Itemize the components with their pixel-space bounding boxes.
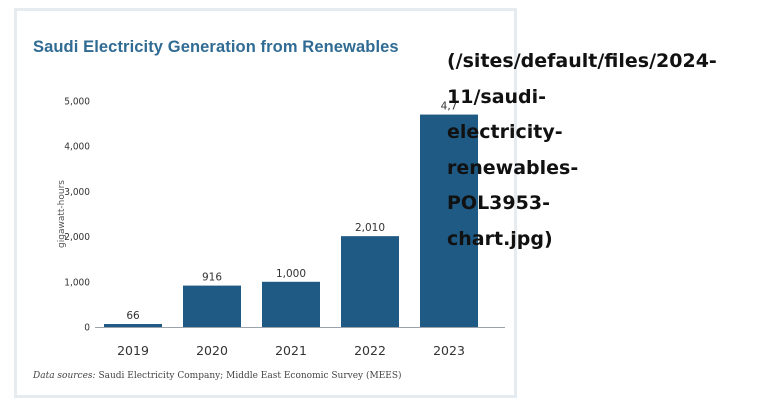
category-labels: 2019 2020 2021 2022 2023 <box>117 343 465 358</box>
data-labels: 66 916 1,000 2,010 4,7 <box>126 101 457 322</box>
data-source-label: Data sources: <box>33 371 96 381</box>
y-tick-label: 4,000 <box>64 142 90 153</box>
y-axis: 0 1,000 2,000 3,000 4,000 5,000 <box>64 97 505 334</box>
bar-2021 <box>262 281 320 327</box>
y-tick-label: 1,000 <box>64 277 90 288</box>
y-axis-label: gigawatt-hours <box>57 180 67 248</box>
data-label-2019: 66 <box>126 310 140 322</box>
data-label-2023: 4,7 <box>441 101 458 113</box>
y-tick-label: 0 <box>84 323 90 334</box>
y-tick-label: 2,000 <box>64 232 90 243</box>
image-path-caption: (/sites/default/files/2024- 11/saudi- el… <box>447 50 717 250</box>
data-label-2021: 1,000 <box>276 268 306 280</box>
bar-2019 <box>104 324 162 327</box>
category-label-2022: 2022 <box>354 343 386 358</box>
y-tick-label: 5,000 <box>64 97 90 108</box>
bars <box>104 114 478 327</box>
category-label-2019: 2019 <box>117 343 149 358</box>
bar-2023 <box>420 114 478 327</box>
data-source: Data sources: Saudi Electricity Company;… <box>33 371 402 381</box>
chart-title: Saudi Electricity Generation from Renewa… <box>33 38 399 56</box>
data-source-text: Saudi Electricity Company; Middle East E… <box>98 371 402 381</box>
bar-2022 <box>341 236 399 327</box>
y-tick-label: 3,000 <box>64 187 90 198</box>
category-label-2023: 2023 <box>433 343 465 358</box>
bar-2020 <box>183 285 241 327</box>
category-label-2021: 2021 <box>275 343 307 358</box>
category-label-2020: 2020 <box>196 343 228 358</box>
data-label-2022: 2,010 <box>355 222 385 234</box>
data-label-2020: 916 <box>202 272 222 284</box>
